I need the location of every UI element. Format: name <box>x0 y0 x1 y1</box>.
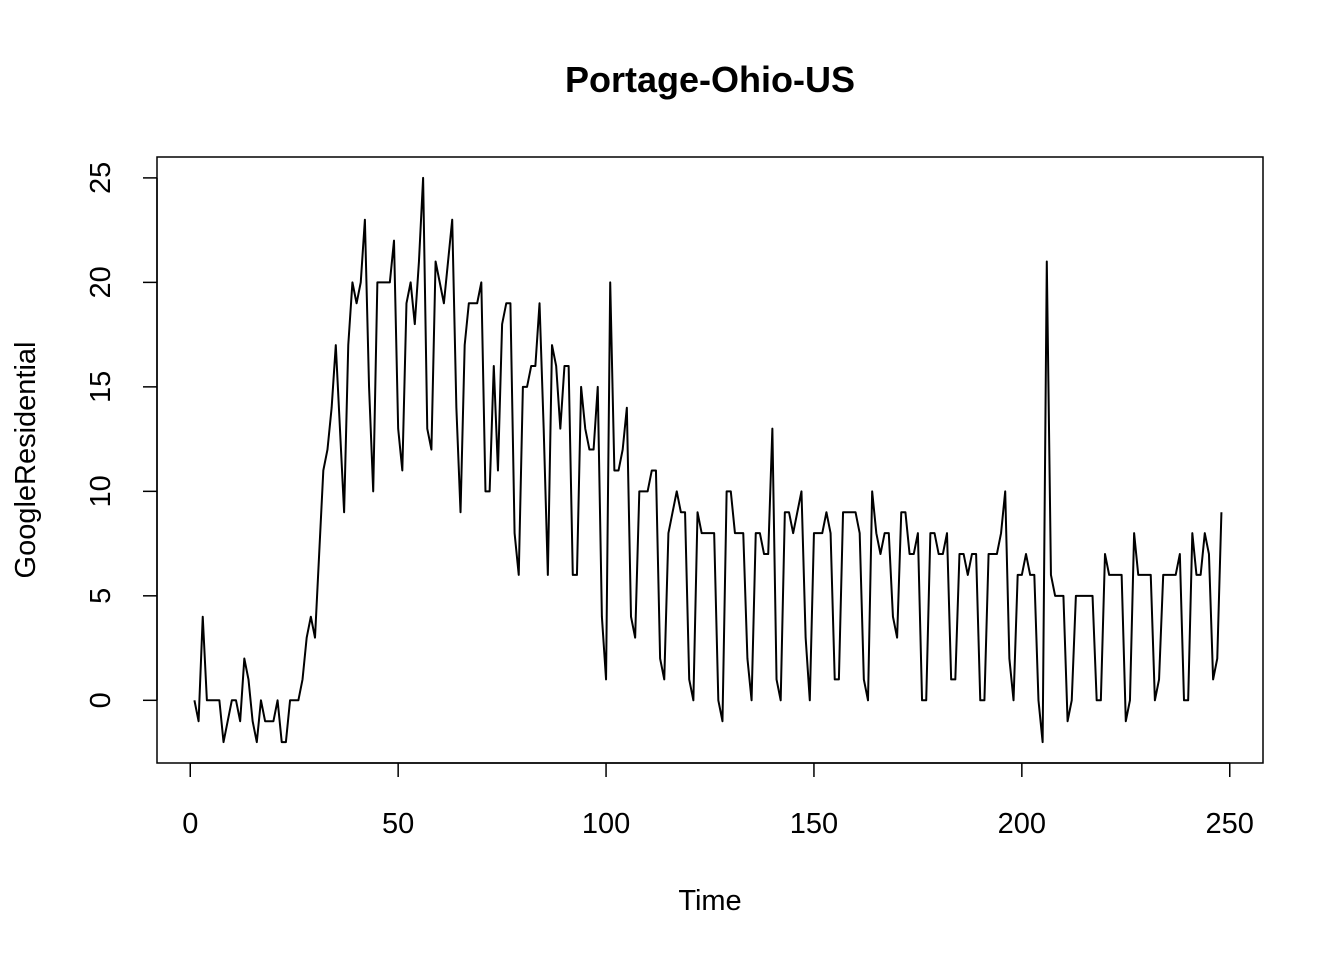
y-tick-label: 15 <box>85 371 117 403</box>
series-line <box>193 176 1223 744</box>
x-axis: 0 50 100 150 200 250 <box>182 762 1254 840</box>
x-tick-label: 0 <box>182 808 198 840</box>
x-tick-label: 50 <box>382 808 414 840</box>
x-tick-label: 200 <box>998 808 1046 840</box>
y-axis-label: GoogleResidential <box>10 342 42 579</box>
y-tick-label: 25 <box>85 162 117 194</box>
y-tick-label: 10 <box>85 475 117 507</box>
chart-title: Portage-Ohio-US <box>565 59 855 100</box>
x-tick-label: 250 <box>1206 808 1254 840</box>
y-tick-label: 20 <box>85 266 117 298</box>
x-axis-label: Time <box>678 885 741 917</box>
y-axis: 0 5 10 15 20 25 <box>85 162 158 708</box>
x-tick-label: 150 <box>790 808 838 840</box>
y-tick-label: 0 <box>85 692 117 708</box>
plot-box <box>156 156 1264 764</box>
x-tick-label: 100 <box>582 808 630 840</box>
y-tick-label: 5 <box>85 588 117 604</box>
